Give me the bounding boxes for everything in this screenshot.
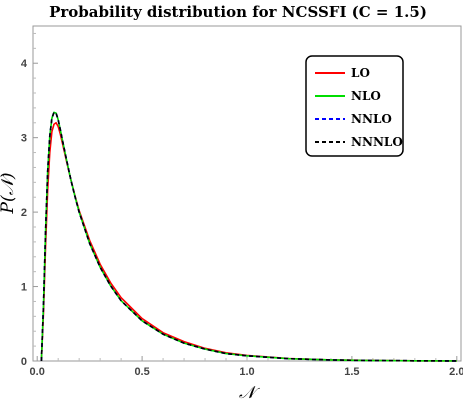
y-tick-label: 2	[21, 207, 27, 219]
y-tick-label: 3	[21, 133, 27, 145]
y-tick-label: 0	[21, 356, 27, 368]
series-line-lo	[40, 121, 457, 362]
legend-label-nnnlo: NNNLO	[351, 135, 403, 149]
y-axis-label: P(𝒩)	[0, 173, 18, 215]
series-lines	[40, 111, 457, 362]
legend-label-nnlo: NNLO	[351, 112, 392, 126]
x-tick-label: 0.5	[134, 366, 149, 378]
legend-items: LO NLO NNLO NNNLO	[315, 66, 403, 149]
chart-title: Probability distribution for NCSSFI (C =…	[49, 3, 427, 21]
x-tick-label: 1.0	[239, 366, 254, 378]
x-tick-label: 0.0	[30, 366, 45, 378]
x-tick-label: 1.5	[344, 366, 359, 378]
legend-label-lo: LO	[351, 66, 370, 80]
y-axis-ticks: 0 1 2 3 4	[21, 32, 38, 368]
legend: LO NLO NNLO NNNLO	[305, 55, 404, 157]
legend-label-nlo: NLO	[351, 89, 381, 103]
series-line-nnnlo	[40, 111, 457, 362]
x-tick-label: 2.0	[449, 366, 463, 378]
x-axis-label: 𝒩	[239, 383, 261, 403]
x-axis-ticks: 0.0 0.5 1.0 1.5 2.0	[30, 356, 463, 378]
y-tick-label: 4	[21, 58, 28, 70]
y-tick-label: 1	[21, 282, 27, 294]
legend-box	[305, 55, 404, 157]
